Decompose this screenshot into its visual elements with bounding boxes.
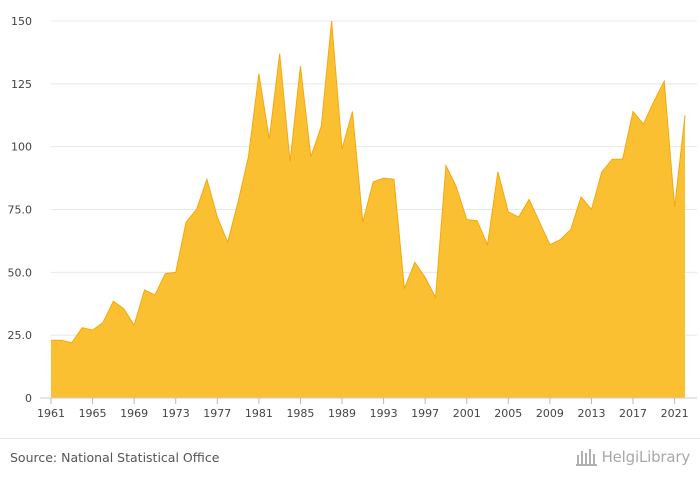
y-tick-label: 150 [11, 15, 32, 28]
x-tick-label: 1981 [245, 407, 273, 420]
brand-name: HelgiLibrary [601, 448, 691, 466]
y-tick-label: 25.0 [8, 329, 33, 342]
x-tick-label: 1993 [370, 407, 398, 420]
x-tick-label: 1997 [411, 407, 439, 420]
y-tick-label: 125 [11, 78, 32, 91]
x-tick-label: 1965 [79, 407, 107, 420]
series-area [51, 21, 685, 398]
x-tick-label: 1961 [37, 407, 65, 420]
x-tick-label: 1973 [162, 407, 190, 420]
brand-logo[interactable]: HelgiLibrary [575, 447, 691, 467]
library-icon [575, 449, 597, 466]
x-tick-label: 1977 [203, 407, 231, 420]
chart-footer: Source: National Statistical Office Helg… [0, 438, 700, 483]
y-axis: 0 25.0 50.0 75.0 100 125 150 [8, 15, 33, 405]
x-tick-label: 2005 [494, 407, 522, 420]
y-tick-label: 100 [11, 141, 32, 154]
y-tick-label: 0 [25, 392, 32, 405]
x-tick-label: 2009 [536, 407, 564, 420]
x-tick-label: 2021 [661, 407, 689, 420]
footer-divider [0, 438, 700, 439]
y-tick-label: 75.0 [8, 204, 33, 217]
x-tick-label: 1989 [328, 407, 356, 420]
x-tick-label: 2013 [577, 407, 605, 420]
source-note: Source: National Statistical Office [10, 450, 220, 465]
x-tick-label: 2017 [619, 407, 647, 420]
x-tick-label: 2001 [453, 407, 481, 420]
series-line [51, 20, 686, 344]
x-tick-label: 1985 [286, 407, 314, 420]
y-tick-label: 50.0 [8, 266, 33, 279]
x-axis: 1961 1965 1969 1973 1977 1981 1985 1989 1993 1997… [37, 398, 689, 420]
x-tick-label: 1969 [120, 407, 148, 420]
